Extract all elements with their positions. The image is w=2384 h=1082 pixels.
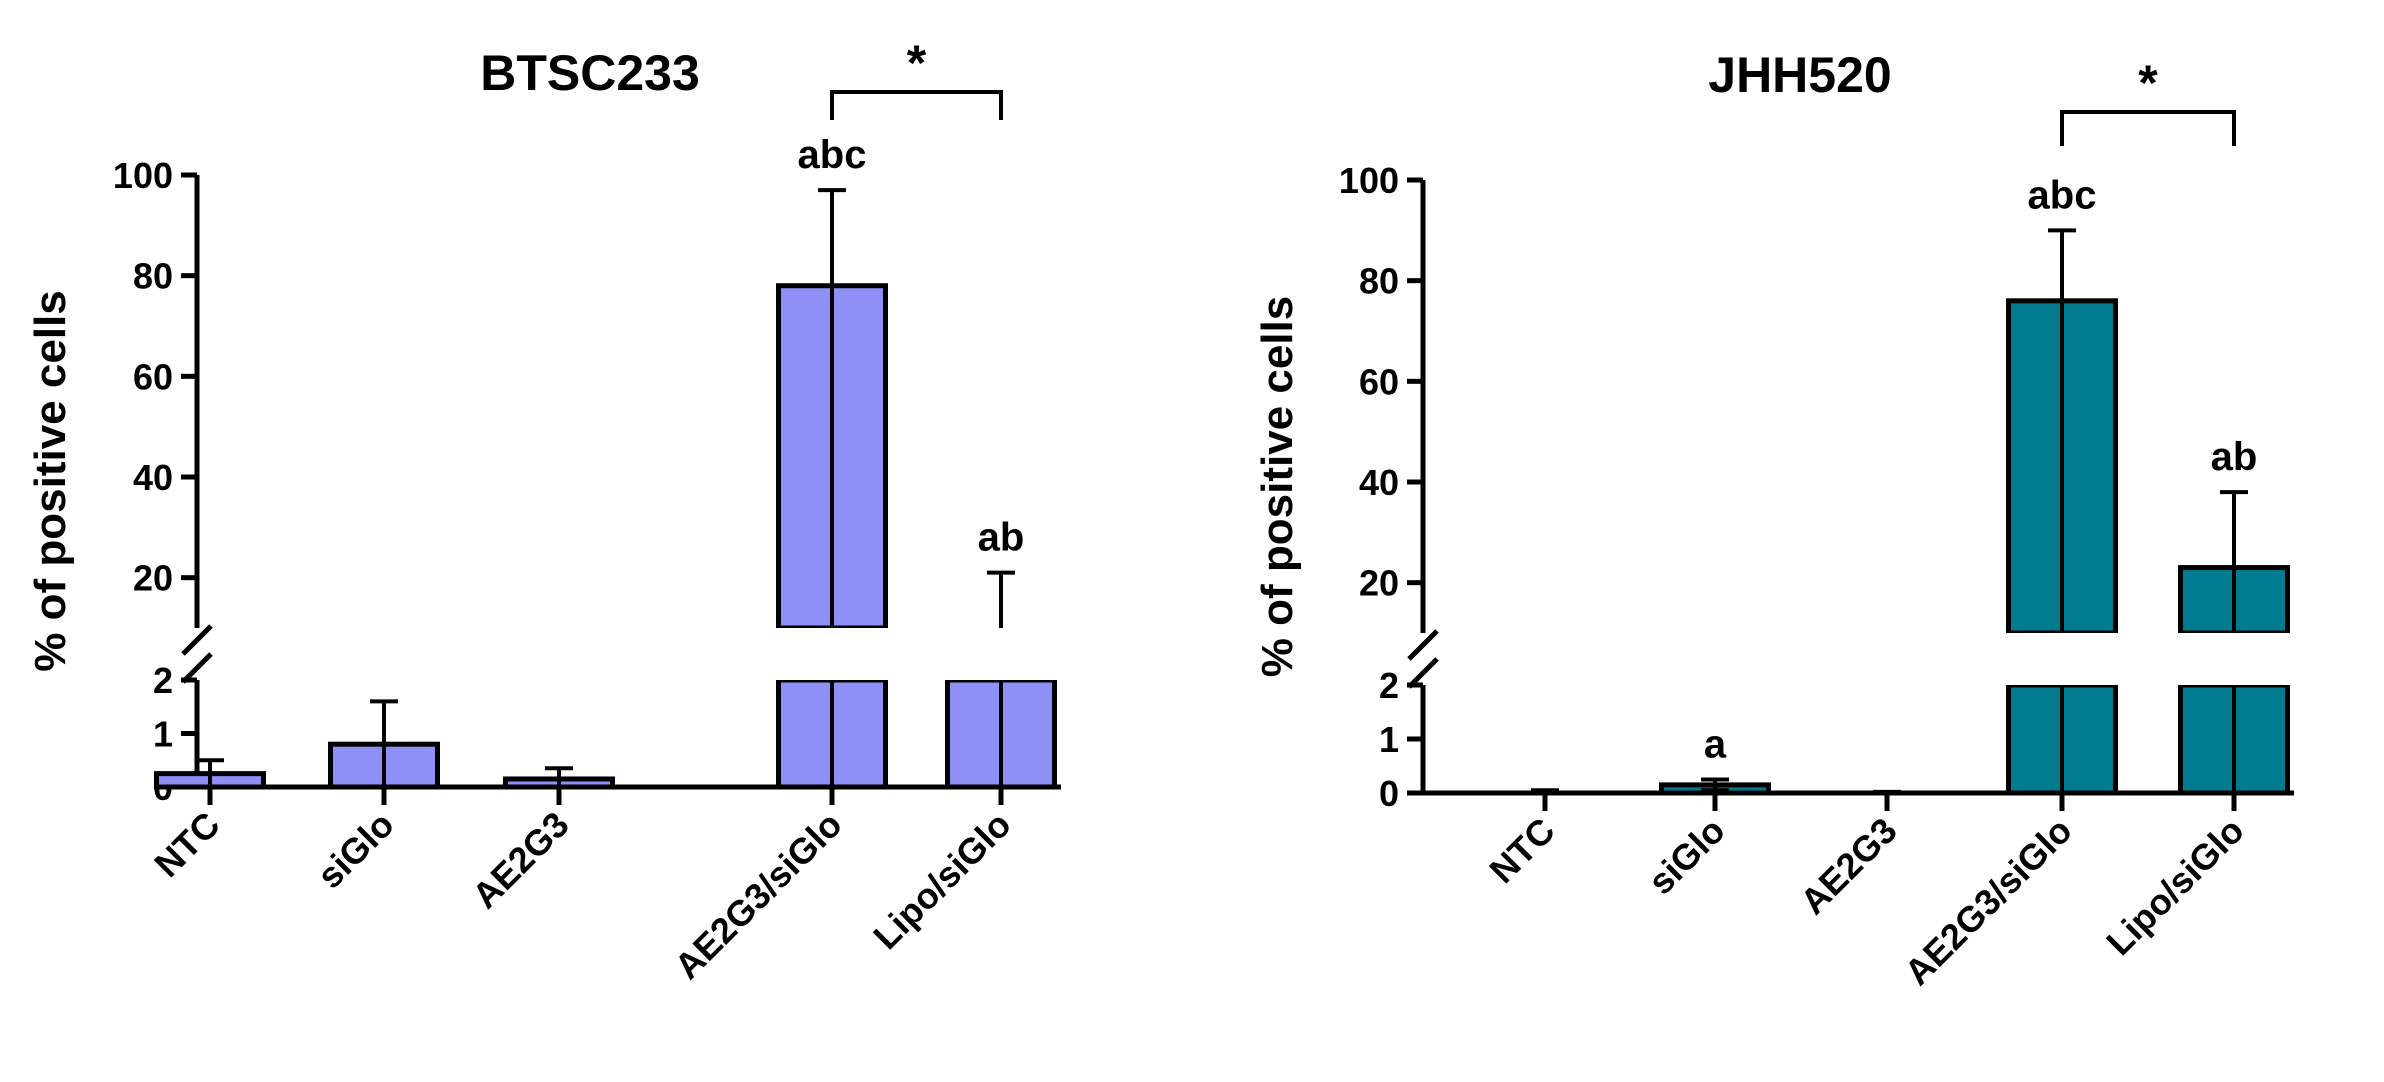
y-tick-label: 1 bbox=[1379, 719, 1399, 760]
significance-bracket bbox=[830, 90, 1003, 120]
chart-0: BTSC233% of positive cells20406080100012… bbox=[26, 35, 1061, 987]
significance-letter: abc bbox=[2028, 173, 2097, 217]
chart-title: BTSC233 bbox=[480, 45, 700, 101]
y-tick-label: 60 bbox=[133, 356, 173, 397]
y-tick-label: 1 bbox=[153, 714, 173, 755]
y-tick-label: 20 bbox=[133, 558, 173, 599]
y-tick-label: 20 bbox=[1359, 563, 1399, 604]
y-tick-label: 40 bbox=[1359, 462, 1399, 503]
significance-letter: ab bbox=[2211, 435, 2258, 479]
bar-break-gap bbox=[943, 628, 1059, 680]
y-tick-label: 40 bbox=[133, 457, 173, 498]
y-axis-label: % of positive cells bbox=[26, 290, 75, 671]
significance-letter: abc bbox=[798, 133, 867, 177]
y-tick-label: 0 bbox=[1379, 773, 1399, 814]
axis-break-mark bbox=[1407, 657, 1439, 689]
bar-break-gap bbox=[2004, 633, 2120, 685]
y-tick-label: 100 bbox=[1339, 160, 1399, 201]
x-tick-label: AE2G3 bbox=[1792, 810, 1904, 922]
significance-letter: ab bbox=[978, 516, 1025, 560]
bar-break-gap bbox=[774, 628, 890, 680]
axis-break-mark bbox=[181, 624, 213, 656]
axis-break-mark bbox=[181, 652, 213, 684]
chart-1: JHH520 % of positive cells 20 40 60 80 100 0 1 2 N… bbox=[1253, 47, 2294, 993]
x-tick-label: siGlo bbox=[1640, 810, 1733, 903]
x-tick-label: AE2G3 bbox=[464, 804, 576, 916]
significance-letter: a bbox=[1704, 723, 1727, 767]
chart-title: JHH520 bbox=[1708, 47, 1891, 103]
bar-break-gap bbox=[2176, 633, 2292, 685]
y-tick-label: 80 bbox=[133, 256, 173, 297]
significance-bracket bbox=[2060, 110, 2236, 146]
y-tick-label: 60 bbox=[1359, 361, 1399, 402]
significance-star: * bbox=[2138, 55, 2158, 111]
y-tick-label: 100 bbox=[113, 155, 173, 196]
x-tick-label: Lipo/siGlo bbox=[865, 804, 1018, 957]
y-tick-label: 80 bbox=[1359, 261, 1399, 302]
y-tick-label: 2 bbox=[153, 660, 173, 701]
y-tick-label: 2 bbox=[1379, 665, 1399, 706]
axis-break-mark bbox=[1407, 629, 1439, 661]
x-tick-label: NTC bbox=[1481, 810, 1562, 891]
x-tick-label: NTC bbox=[146, 804, 227, 885]
x-tick-label: Lipo/siGlo bbox=[2098, 810, 2251, 963]
x-tick-label: AE2G3/siGlo bbox=[666, 804, 849, 987]
x-tick-label: siGlo bbox=[309, 804, 402, 897]
y-axis-label: % of positive cells bbox=[1253, 296, 1302, 677]
significance-star: * bbox=[907, 35, 927, 91]
x-tick-label: AE2G3/siGlo bbox=[1896, 810, 2079, 993]
